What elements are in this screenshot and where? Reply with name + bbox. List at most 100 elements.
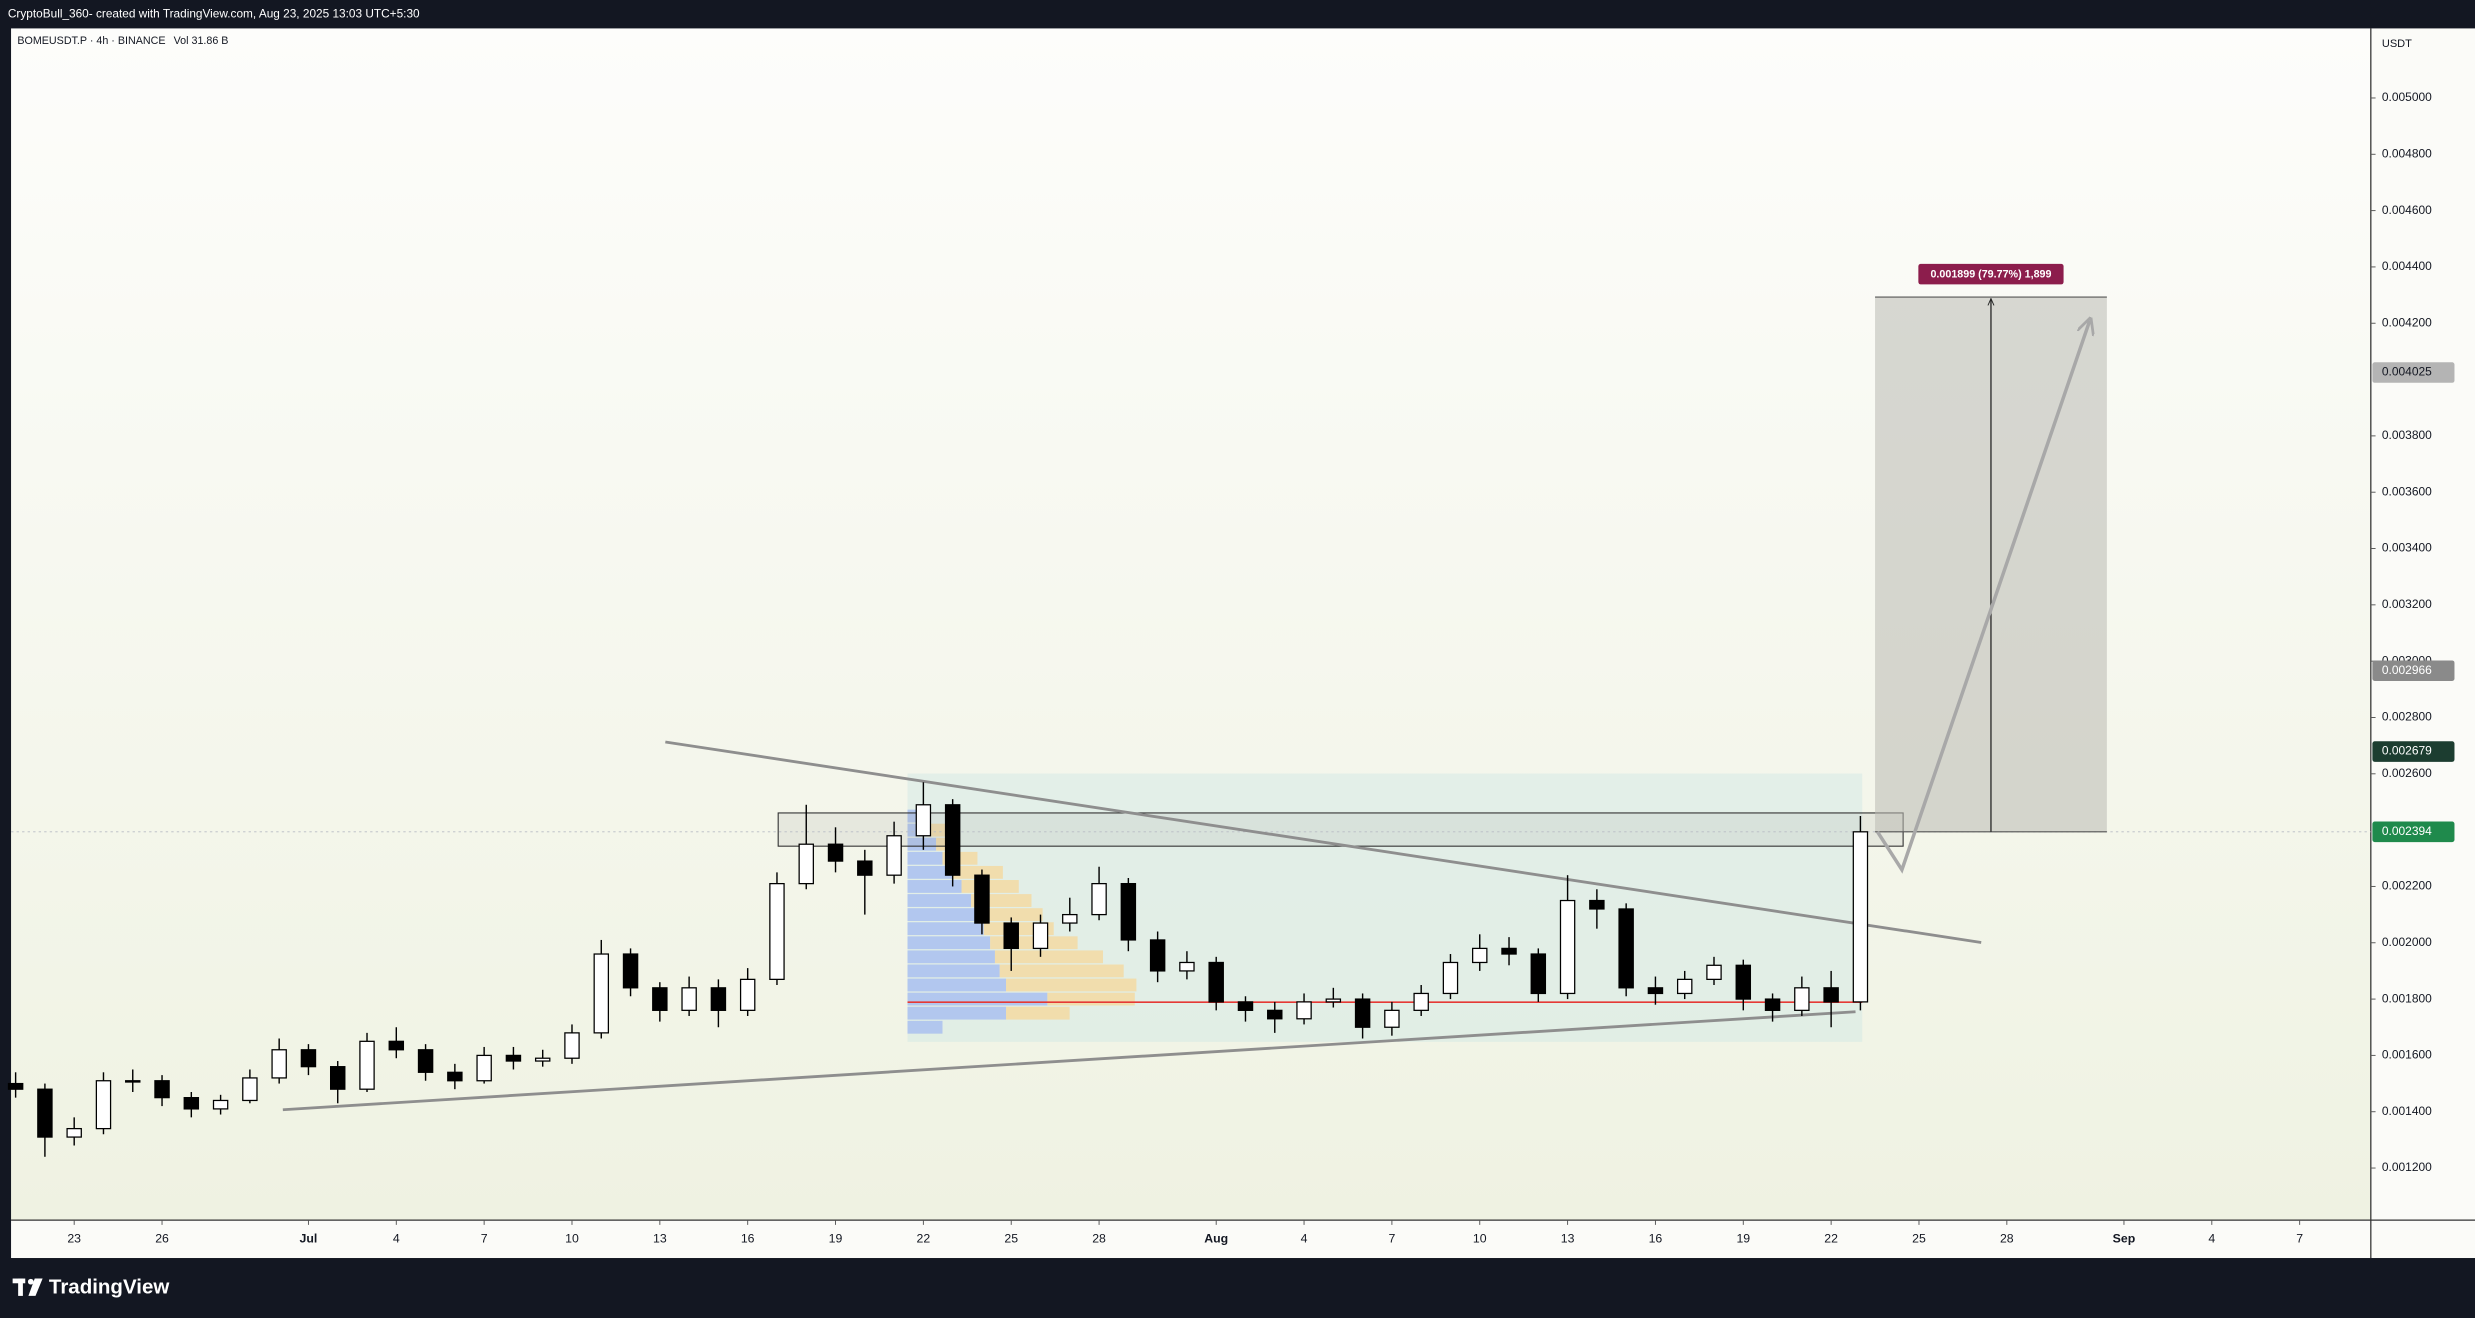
- trendline: [665, 740, 1982, 944]
- candle-body: [125, 1080, 141, 1083]
- candle-body: [1032, 922, 1049, 950]
- currency-label: USDT: [2382, 38, 2412, 50]
- profile-down-bar: [994, 950, 1104, 964]
- candle-body: [1354, 998, 1371, 1028]
- x-tick-label: Sep: [2113, 1231, 2136, 1245]
- candle-body: [1325, 998, 1342, 1003]
- brand-logo: [12, 1278, 43, 1296]
- price-tag: [2372, 660, 2455, 681]
- profile-down-bar: [1006, 1006, 1070, 1020]
- profile-up-bar: [907, 865, 953, 879]
- candle-body: [1823, 987, 1839, 1003]
- profile-up-bar: [907, 922, 984, 936]
- price-tag-label: 0.002394: [2382, 824, 2432, 838]
- x-tick-label: 16: [1649, 1231, 1663, 1245]
- candle-body: [1472, 947, 1488, 964]
- profile-up-bar: [907, 809, 918, 823]
- y-tick-label: 0.001600: [2382, 1048, 2432, 1062]
- candle-body: [681, 987, 697, 1011]
- profile-down-bar: [961, 880, 1019, 893]
- profile-down-bar: [926, 823, 946, 837]
- price-tag: [2372, 362, 2455, 383]
- candle-body: [388, 1040, 405, 1051]
- profile-up-bar: [907, 992, 1048, 1006]
- profile-down-bar: [952, 865, 1003, 879]
- y-tick-label: 0.001200: [2382, 1160, 2432, 1174]
- profile-up-bar: [907, 880, 962, 893]
- candle-body: [183, 1097, 200, 1110]
- candle-body: [1179, 961, 1195, 972]
- y-tick-label: 0.004200: [2382, 315, 2432, 329]
- candle-body: [739, 978, 756, 1011]
- y-tick-label: 0.004600: [2382, 203, 2432, 217]
- x-tick-label: 7: [1388, 1231, 1395, 1245]
- y-tick-label: 0.003800: [2382, 428, 2432, 442]
- profile-up-bar: [907, 978, 1007, 992]
- candle-body: [798, 843, 814, 885]
- candle-body: [7, 1082, 24, 1090]
- x-tick-label: 25: [1004, 1231, 1018, 1245]
- candle-body: [1062, 913, 1078, 924]
- candle-body: [622, 953, 639, 989]
- profile-up-bar: [907, 1006, 1007, 1020]
- y-tick-label: 0.004400: [2382, 259, 2432, 273]
- candle-body: [915, 804, 932, 837]
- candle-body: [212, 1099, 229, 1110]
- candle-body: [1442, 961, 1459, 995]
- candle-body: [1794, 987, 1810, 1011]
- candle-body: [271, 1049, 287, 1079]
- y-tick-label: 0.004800: [2382, 146, 2432, 160]
- candle-body: [1237, 1001, 1254, 1011]
- symbol-title: BOMEUSDT.P · 4h · BINANCE: [17, 35, 165, 47]
- candle-body: [476, 1054, 492, 1082]
- candle-body: [505, 1054, 522, 1062]
- x-tick-label: Jul: [300, 1231, 318, 1245]
- y-tick-label: 0.003200: [2382, 597, 2432, 611]
- projection-path: [1876, 320, 2089, 874]
- candle-body: [769, 882, 785, 981]
- candle-body: [1208, 961, 1224, 1003]
- profile-down-bar: [1047, 992, 1135, 1006]
- x-tick-label: 10: [1473, 1231, 1487, 1245]
- candle-body: [534, 1057, 551, 1062]
- x-tick-label: 4: [2208, 1231, 2215, 1245]
- candle-body: [242, 1077, 258, 1102]
- candle-body: [154, 1080, 170, 1099]
- x-tick-label: 16: [741, 1231, 755, 1245]
- candle-body: [1501, 947, 1517, 955]
- y-tick-label: 0.001800: [2382, 991, 2432, 1005]
- profile-up-bar: [907, 1020, 943, 1034]
- price-tag-label: 0.004025: [2382, 365, 2432, 379]
- x-tick-label: 7: [2296, 1231, 2303, 1245]
- candle-body: [1296, 1001, 1312, 1020]
- candle-body: [417, 1049, 434, 1073]
- candle-body: [1852, 831, 1869, 1003]
- candle-body: [1149, 939, 1166, 972]
- candle-body: [857, 860, 873, 876]
- x-tick-label: Aug: [1204, 1231, 1228, 1245]
- candle-body: [1384, 1009, 1400, 1028]
- profile-down-bar: [999, 964, 1124, 978]
- candle-body: [1267, 1009, 1283, 1020]
- x-tick-label: 22: [917, 1231, 931, 1245]
- position-label-box: [1918, 263, 2064, 285]
- candle-body: [1413, 992, 1429, 1011]
- candle-body: [447, 1071, 463, 1082]
- profile-down-bar: [979, 908, 1043, 922]
- candle-body: [1764, 998, 1781, 1011]
- x-tick-label: 10: [565, 1231, 579, 1245]
- brand-name: TradingView: [49, 1275, 169, 1298]
- x-tick-label: 7: [481, 1231, 488, 1245]
- candle-body: [95, 1080, 112, 1130]
- x-tick-label: 19: [1736, 1231, 1750, 1245]
- candle-body: [1530, 953, 1547, 995]
- price-tag-label: 0.002679: [2382, 744, 2432, 758]
- candle-body: [827, 843, 844, 862]
- position-label: 0.001899 (79.77%) 1,899: [1930, 268, 2051, 280]
- candle-body: [593, 953, 610, 1034]
- profile-up-bar: [907, 908, 980, 922]
- profile-up-bar: [907, 950, 995, 964]
